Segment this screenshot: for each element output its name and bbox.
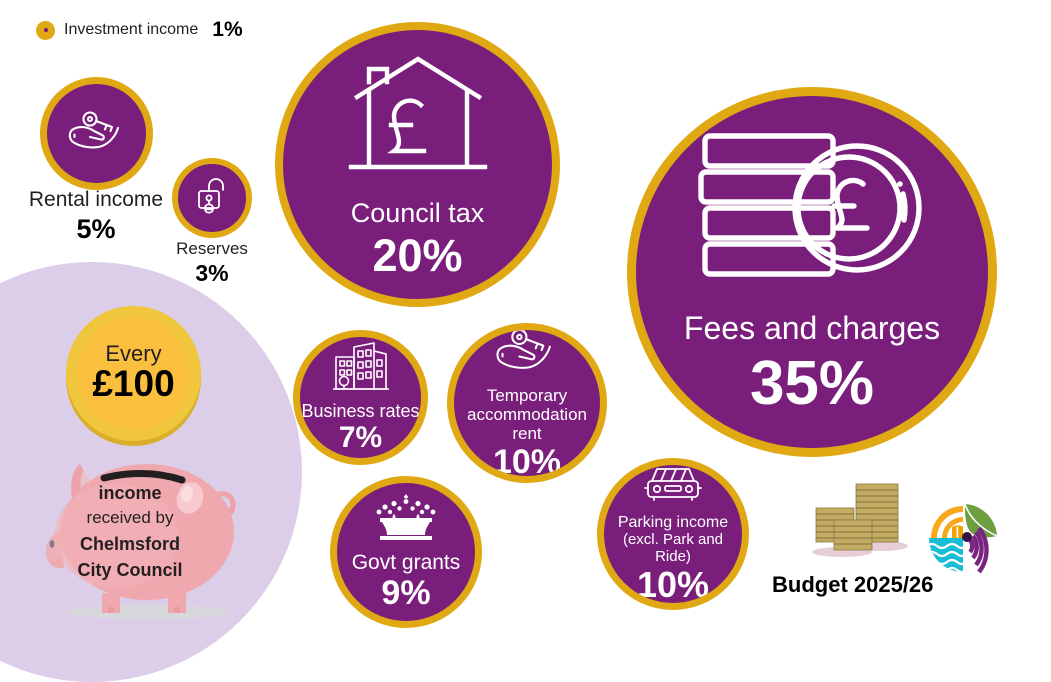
- bubble-council-tax[interactable]: Council tax 20%: [275, 22, 560, 307]
- hand-key-icon: [489, 330, 565, 380]
- coin-stacks-icon: [810, 478, 910, 558]
- coin-stack-pound-icon: [697, 128, 927, 293]
- bubble-temporary-accommodation-rent[interactable]: Temporary accommodation rent 10%: [447, 323, 607, 483]
- fees-and-charges-label: Fees and charges: [683, 310, 941, 347]
- piggy-line-2: received by: [86, 508, 174, 528]
- bubble-reserves[interactable]: [172, 158, 252, 238]
- legend-label: Investment income: [64, 21, 199, 38]
- govt-grants-percent: 9%: [381, 574, 431, 613]
- every-100-coin: Every £100: [66, 306, 201, 441]
- bubble-rental-income[interactable]: [40, 77, 153, 190]
- coin-amount: £100: [92, 363, 175, 405]
- buildings-icon: [330, 341, 392, 398]
- budget-label: Budget 2025/26: [772, 572, 934, 597]
- rental-income-percent: 5%: [76, 214, 116, 245]
- hand-key-icon: [66, 108, 128, 159]
- parking-income-percent: 10%: [636, 564, 710, 606]
- legend-investment-income: Investment income 1%: [36, 18, 243, 42]
- govt-grants-label: Govt grants: [351, 550, 461, 574]
- parking-income-label-line1: Parking income: [617, 513, 729, 531]
- piggy-line-4: City Council: [77, 559, 183, 580]
- piggy-bank-icon: [40, 440, 255, 620]
- fees-and-charges-percent: 35%: [749, 348, 875, 418]
- rental-income-caption: Rental income 5%: [16, 188, 176, 245]
- business-rates-label: Business rates: [301, 401, 420, 422]
- piggy-line-1: income: [98, 483, 162, 503]
- bubble-business-rates[interactable]: Business rates 7%: [293, 330, 428, 465]
- temporary-accommodation-rent-percent: 10%: [492, 443, 562, 482]
- legend-percent: 1%: [212, 18, 243, 41]
- piggy-bank-caption: income received by Chelmsford City Counc…: [60, 480, 200, 583]
- business-rates-percent: 7%: [338, 421, 383, 455]
- open-padlock-icon: [192, 175, 232, 222]
- rental-income-label: Rental income: [28, 188, 164, 211]
- coin-every-label: Every: [105, 341, 162, 367]
- reserves-caption: Reserves 3%: [152, 239, 272, 286]
- crown-icon: [370, 492, 442, 545]
- reserves-percent: 3%: [195, 259, 229, 286]
- piggy-line-3: Chelmsford: [79, 533, 180, 554]
- reserves-label: Reserves: [176, 239, 248, 258]
- car-icon: [642, 465, 704, 511]
- bubble-parking-income[interactable]: Parking income (excl. Park and Ride) 10%: [597, 458, 749, 610]
- infographic-canvas: Investment income 1% Rental income 5%: [0, 18, 1003, 682]
- bubble-govt-grants[interactable]: Govt grants 9%: [330, 476, 482, 628]
- council-tax-label: Council tax: [350, 198, 485, 229]
- investment-dot-icon: [36, 20, 55, 40]
- parking-income-label-line2: (excl. Park and Ride): [622, 530, 724, 565]
- council-tax-percent: 20%: [372, 230, 463, 282]
- chelmsford-city-council-logo: [921, 496, 1003, 578]
- temporary-accommodation-rent-label-line2: accommodation rent: [466, 405, 587, 444]
- bubble-fees-and-charges[interactable]: Fees and charges 35%: [627, 87, 997, 457]
- temporary-accommodation-rent-label-line1: Temporary: [486, 386, 568, 406]
- house-pound-icon: [343, 49, 493, 186]
